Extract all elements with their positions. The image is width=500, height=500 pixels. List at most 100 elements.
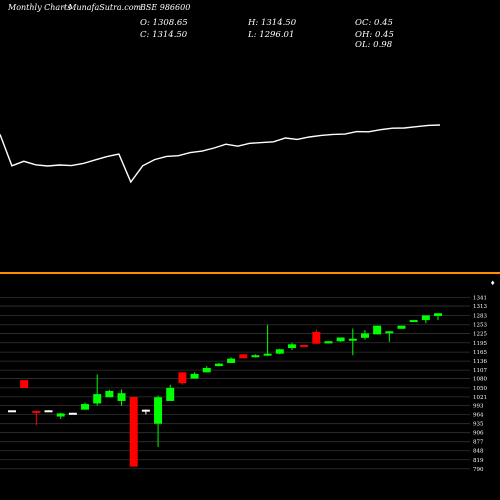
candle-body — [336, 337, 345, 342]
candle — [81, 402, 90, 410]
symbol-label: BSE 986600 — [140, 3, 191, 12]
candle — [434, 313, 442, 321]
candle-body — [129, 396, 138, 467]
candle — [275, 348, 284, 355]
y-axis-ticks: 1341 1313 1283 1253 1225 1195 1165 1136 1107 1080… — [473, 295, 487, 472]
y-tick-label: 1165 — [473, 350, 487, 356]
candle — [178, 372, 187, 385]
oc-value: OC: 0.45 — [355, 18, 393, 28]
candle — [385, 331, 394, 342]
candle-body — [154, 397, 163, 424]
candle — [141, 409, 150, 415]
candle — [68, 412, 77, 415]
candle-grid — [0, 296, 470, 470]
y-tick-label: 1225 — [473, 331, 487, 337]
candle — [227, 357, 236, 363]
candle-body — [239, 354, 248, 359]
candle — [117, 389, 126, 406]
candle — [287, 342, 296, 350]
candle — [251, 354, 260, 358]
candle-body — [214, 363, 223, 367]
y-tick-label: 1341 — [473, 295, 487, 301]
candle-body — [263, 353, 272, 356]
candle — [8, 410, 16, 413]
candle-body — [287, 344, 296, 349]
candle-body — [56, 413, 65, 417]
y-tick-label: 1107 — [473, 368, 487, 374]
open-value: O: 1308.65 — [140, 18, 188, 28]
candle — [190, 372, 199, 379]
candle — [32, 410, 41, 426]
candle — [56, 412, 65, 419]
candle-body — [421, 315, 430, 321]
candle-body — [373, 325, 382, 335]
candle-body — [409, 320, 418, 323]
y-tick-label: 906 — [473, 431, 484, 437]
candle-body — [202, 367, 211, 373]
y-tick-label: 1195 — [473, 341, 487, 347]
marker-glyph: ♦ — [490, 280, 495, 287]
y-tick-label: 935 — [473, 422, 484, 428]
y-tick-label: 1313 — [473, 304, 487, 310]
low-value: L: 1296.01 — [248, 30, 295, 40]
candle-body — [8, 410, 16, 413]
y-tick-label: 993 — [473, 404, 484, 410]
candle-body — [190, 373, 199, 379]
candle — [300, 344, 309, 347]
candle — [263, 324, 272, 357]
candle-body — [385, 331, 394, 334]
oh-value: OH: 0.45 — [355, 30, 394, 40]
candle-body — [348, 338, 357, 341]
candle — [373, 325, 382, 335]
candle-body — [68, 412, 77, 415]
y-tick-label: 964 — [473, 413, 484, 419]
candle-body — [360, 333, 369, 338]
y-tick-label: 819 — [473, 458, 484, 464]
close-line-series — [0, 124, 441, 184]
candle-body — [105, 391, 114, 398]
candle-body — [324, 341, 333, 344]
candle — [421, 315, 430, 324]
candle-body — [300, 344, 309, 347]
y-tick-label: 790 — [473, 467, 484, 473]
candle — [166, 384, 175, 401]
candle — [409, 320, 418, 323]
candle — [312, 329, 321, 345]
candle-body — [178, 372, 187, 384]
candle-body — [227, 358, 236, 363]
candle-body — [141, 409, 150, 412]
high-value: H: 1314.50 — [248, 18, 297, 28]
y-tick-label: 1283 — [473, 313, 487, 319]
candle — [360, 330, 369, 340]
ol-value: OL: 0.98 — [355, 40, 393, 50]
candle-body — [20, 380, 29, 388]
candle-body — [44, 410, 53, 413]
candle-body — [117, 393, 126, 401]
candle — [20, 380, 29, 388]
y-tick-label: 1136 — [473, 359, 487, 365]
candle-body — [93, 394, 102, 404]
site-name: - MunafaSutra.com — [63, 3, 142, 12]
candle — [239, 354, 248, 359]
candle-body — [397, 325, 406, 329]
candle — [336, 337, 345, 342]
candle — [154, 395, 163, 447]
candle — [348, 328, 357, 356]
candle — [129, 396, 138, 467]
y-tick-label: 877 — [473, 440, 484, 446]
close-value: C: 1314.50 — [140, 30, 188, 40]
candle-body — [166, 387, 175, 401]
candle — [105, 389, 114, 398]
close-line-chart — [0, 124, 441, 184]
candle — [202, 366, 211, 373]
candle-body — [312, 331, 321, 344]
candle-body — [434, 313, 442, 317]
y-tick-label: 1080 — [473, 377, 487, 383]
candle — [214, 363, 223, 367]
y-tick-label: 1253 — [473, 323, 487, 329]
candlestick-chart — [8, 313, 442, 467]
candle — [324, 341, 333, 344]
y-tick-label: 1050 — [473, 386, 487, 392]
candle — [93, 374, 102, 406]
